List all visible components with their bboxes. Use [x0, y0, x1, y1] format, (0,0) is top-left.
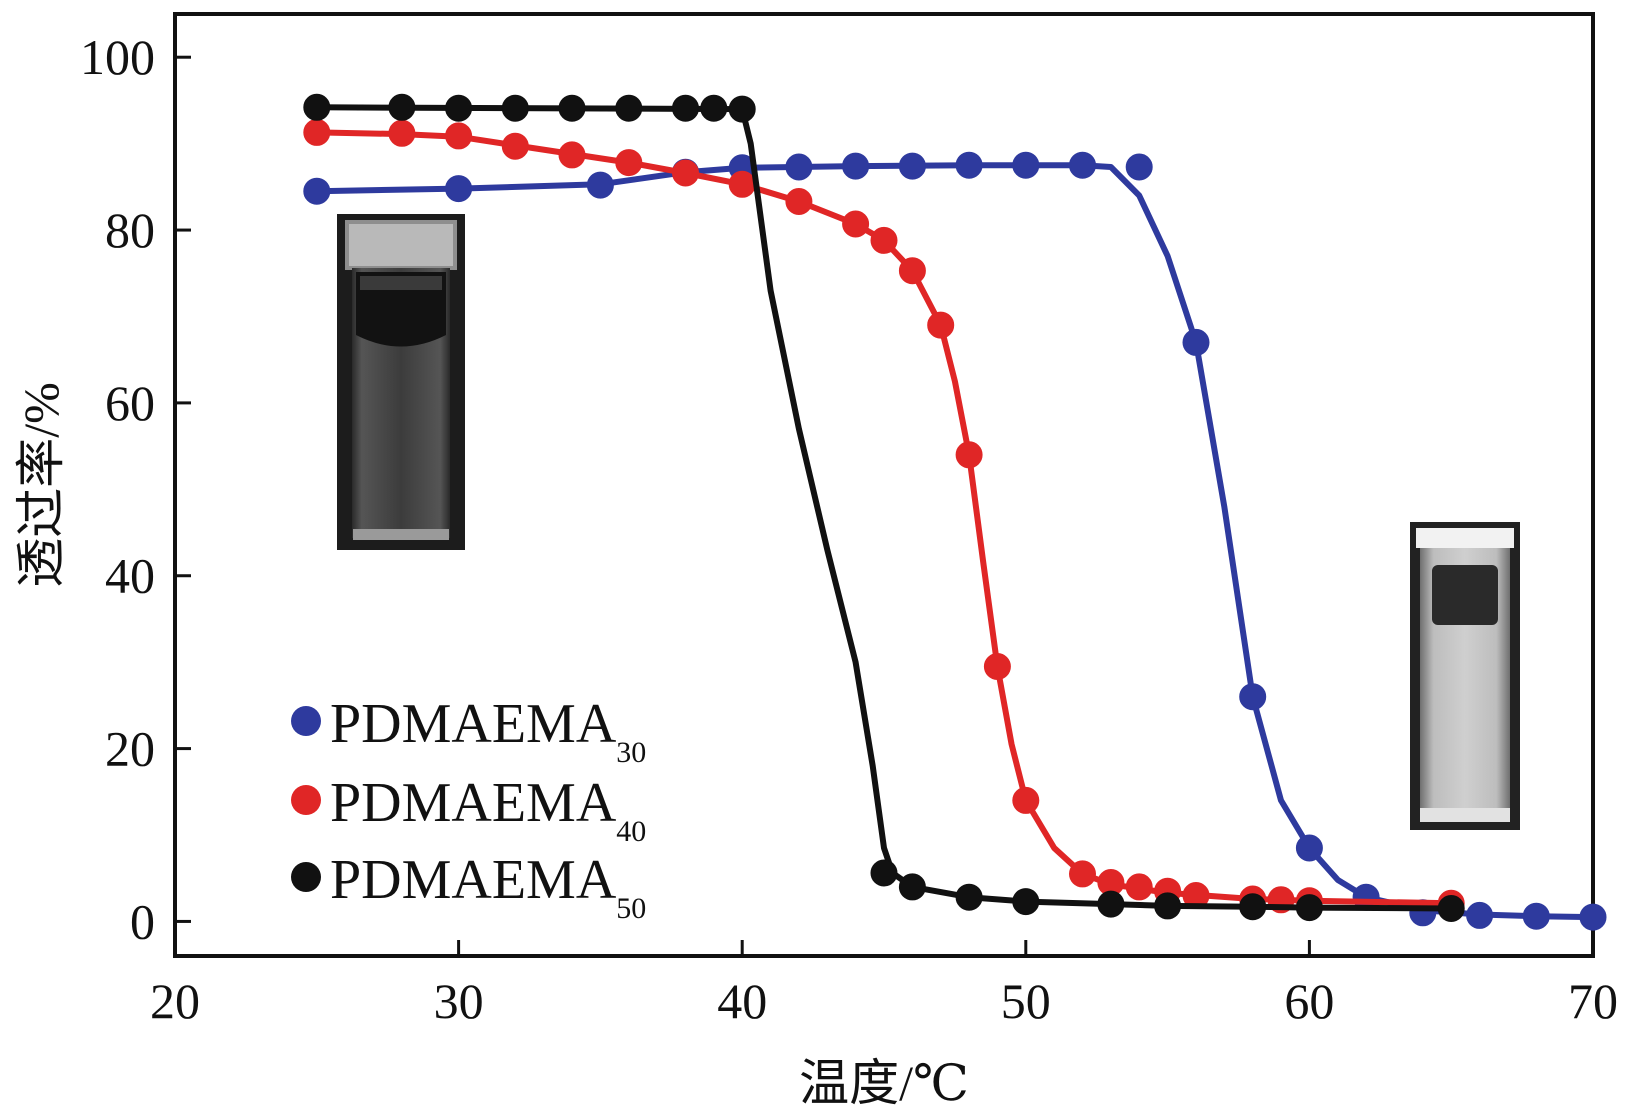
y-tick-label: 80 [105, 202, 155, 258]
svg-text:PDMAEMA40: PDMAEMA40 [330, 772, 646, 848]
data-point-pdmaema40 [1069, 860, 1096, 888]
data-point-pdmaema50 [445, 94, 473, 122]
svg-text:PDMAEMA30: PDMAEMA30 [330, 693, 646, 769]
data-point-pdmaema50 [1295, 894, 1323, 922]
data-point-pdmaema40 [445, 122, 473, 150]
legend-marker-pdmaema50 [291, 862, 321, 892]
data-point-pdmaema50 [1097, 890, 1125, 918]
series-pdmaema50 [303, 93, 1465, 922]
legend-marker-pdmaema30 [291, 706, 321, 736]
x-tick-label: 70 [1568, 973, 1618, 1029]
y-axis-title: 透过率/% [13, 382, 69, 588]
data-point-pdmaema30 [1012, 151, 1040, 179]
data-point-pdmaema40 [1125, 873, 1153, 901]
data-point-pdmaema40 [842, 210, 870, 238]
data-point-pdmaema40 [728, 170, 756, 198]
data-point-pdmaema50 [558, 94, 586, 122]
clear-solution-cuvette-photo [337, 214, 465, 550]
data-point-pdmaema50 [1437, 895, 1465, 922]
x-tick-label: 30 [434, 973, 484, 1029]
data-point-pdmaema40 [983, 653, 1011, 680]
data-point-pdmaema50 [501, 94, 529, 122]
data-point-pdmaema40 [898, 257, 926, 285]
data-point-pdmaema50 [728, 95, 756, 123]
data-point-pdmaema40 [501, 132, 529, 160]
data-point-pdmaema30 [1182, 328, 1210, 356]
data-point-pdmaema40 [1012, 786, 1040, 814]
data-point-pdmaema30 [445, 175, 473, 203]
data-point-pdmaema50 [615, 94, 643, 122]
data-point-pdmaema30 [1125, 153, 1153, 181]
legend-label-pdmaema50: PDMAEMA [330, 849, 617, 911]
data-point-pdmaema50 [1154, 892, 1182, 920]
x-axis-title: 温度/℃ [799, 1055, 969, 1111]
data-point-pdmaema50 [1012, 888, 1040, 916]
data-point-pdmaema50 [700, 94, 728, 122]
data-point-pdmaema30 [1522, 902, 1550, 930]
series-pdmaema40 [303, 118, 1465, 917]
data-point-pdmaema30 [842, 152, 870, 180]
legend-subscript-pdmaema30: 30 [616, 736, 646, 769]
x-tick-label: 40 [717, 973, 767, 1029]
data-point-pdmaema40 [870, 226, 898, 254]
data-point-pdmaema50 [870, 859, 898, 887]
data-point-pdmaema30 [1239, 683, 1267, 711]
data-point-pdmaema50 [1239, 893, 1267, 921]
data-point-pdmaema40 [672, 159, 699, 187]
y-tick-label: 0 [130, 893, 155, 949]
legend-subscript-pdmaema40: 40 [616, 815, 646, 848]
data-point-pdmaema40 [615, 149, 643, 177]
turbid-solution-cuvette-photo [1410, 522, 1520, 830]
data-point-pdmaema40 [558, 141, 586, 169]
legend-marker-pdmaema40 [291, 785, 321, 815]
plot-frame [173, 12, 1595, 958]
legend-item-pdmaema50: PDMAEMA50 [291, 849, 646, 925]
data-point-pdmaema40 [785, 188, 813, 215]
legend-item-pdmaema40: PDMAEMA40 [291, 772, 646, 848]
data-point-pdmaema50 [303, 93, 331, 121]
svg-text:PDMAEMA50: PDMAEMA50 [330, 849, 646, 925]
legend-label-pdmaema40: PDMAEMA [330, 772, 617, 834]
data-point-pdmaema40 [927, 311, 955, 339]
data-point-pdmaema30 [785, 153, 813, 181]
legend: PDMAEMA30 PDMAEMA40 PDMAEMA50 [291, 693, 646, 925]
data-point-pdmaema50 [388, 93, 416, 121]
data-point-pdmaema30 [955, 151, 983, 179]
data-point-pdmaema30 [303, 177, 331, 205]
data-point-pdmaema30 [586, 171, 614, 199]
data-point-pdmaema50 [955, 883, 983, 911]
legend-subscript-pdmaema50: 50 [616, 892, 646, 925]
x-axis-ticks: 20 30 40 50 60 70 [150, 940, 1618, 1029]
legend-label-pdmaema30: PDMAEMA [330, 693, 617, 755]
data-point-pdmaema40 [955, 441, 983, 469]
x-tick-label: 50 [1001, 973, 1051, 1029]
data-point-pdmaema30 [898, 152, 926, 180]
data-point-pdmaema40 [388, 119, 416, 147]
data-point-pdmaema50 [672, 94, 699, 122]
y-axis-ticks: 0 20 40 60 80 100 [80, 29, 191, 949]
data-point-pdmaema30 [1466, 901, 1494, 929]
data-point-pdmaema30 [1295, 834, 1323, 862]
data-point-pdmaema30 [1579, 903, 1607, 931]
data-point-pdmaema30 [1069, 151, 1096, 179]
y-tick-label: 100 [80, 29, 155, 85]
legend-item-pdmaema30: PDMAEMA30 [291, 693, 646, 769]
y-tick-label: 40 [105, 548, 155, 604]
y-tick-label: 20 [105, 721, 155, 777]
x-tick-label: 20 [150, 973, 200, 1029]
y-tick-label: 60 [105, 375, 155, 431]
series-layer [303, 93, 1607, 931]
data-point-pdmaema50 [898, 873, 926, 901]
data-point-pdmaema40 [303, 118, 331, 146]
x-tick-label: 60 [1284, 973, 1334, 1029]
